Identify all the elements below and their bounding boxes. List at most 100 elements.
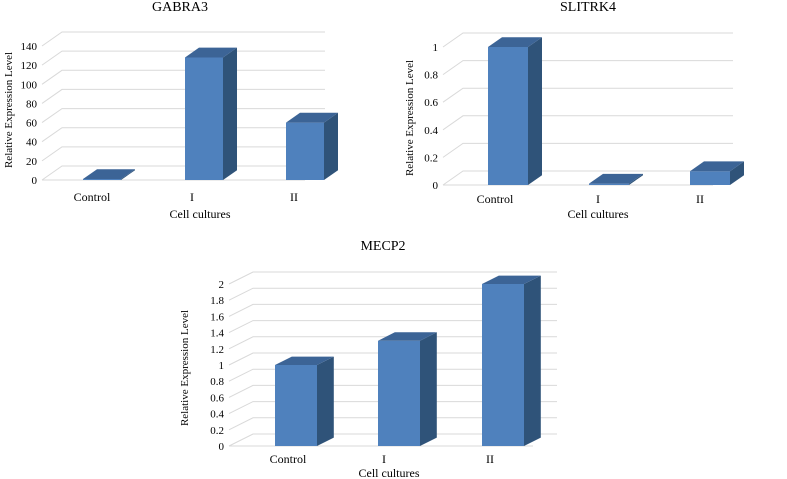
bar-top <box>83 169 135 180</box>
bar-top <box>589 173 643 184</box>
gridline <box>442 32 733 48</box>
y-tick-label: 1.8 <box>210 295 224 307</box>
y-axis-label: Relative Expression Level <box>3 52 15 168</box>
y-tick-label: 0.6 <box>210 392 224 404</box>
gridline <box>41 165 325 181</box>
x-tick-label: I <box>596 192 600 206</box>
bar-i <box>589 173 643 185</box>
y-tick-label: 100 <box>21 79 38 91</box>
bar-ii <box>690 161 744 185</box>
gridline <box>41 88 325 104</box>
y-tick-label: 120 <box>21 60 38 72</box>
bar-side <box>223 47 237 180</box>
bar-i <box>185 47 237 180</box>
y-tick-labels: 0 20 40 60 80 100 120 140 <box>21 41 38 187</box>
bar-side <box>730 161 744 185</box>
bar-control <box>83 169 135 180</box>
bar-i <box>378 332 437 446</box>
x-tick-label: II <box>696 192 704 206</box>
bar-front <box>378 340 420 446</box>
gridline <box>41 146 325 162</box>
x-axis-label: Cell cultures <box>568 207 629 221</box>
y-tick-labels: 0 0.2 0.4 0.6 0.8 1 <box>424 42 438 192</box>
x-tick-label: I <box>190 190 194 204</box>
y-tick-label: 1.2 <box>210 344 224 356</box>
gridline <box>228 303 557 317</box>
bar-side <box>324 112 338 180</box>
gridline <box>442 115 733 131</box>
bar-side <box>121 169 135 180</box>
bar-side <box>524 275 541 446</box>
gridline <box>41 31 325 47</box>
y-tick-label: 1.4 <box>210 328 224 340</box>
x-tick-label: Control <box>74 190 111 204</box>
bar-front <box>488 47 528 185</box>
bar-top <box>482 275 541 284</box>
bar-front <box>286 122 324 180</box>
y-tick-label: 80 <box>26 98 38 110</box>
bar-front <box>275 365 317 446</box>
y-tick-label: 60 <box>26 118 38 130</box>
bar-front <box>482 284 524 446</box>
bar-side <box>528 37 542 186</box>
bar-ii <box>482 275 541 446</box>
y-tick-label: 140 <box>21 41 38 53</box>
gridlines <box>442 32 733 186</box>
bar-top <box>488 37 542 47</box>
x-tick-labels: Control I II <box>270 452 494 466</box>
y-tick-label: 0.8 <box>210 376 224 388</box>
chart-title: GABRA3 <box>152 0 208 15</box>
gridlines <box>41 31 325 181</box>
y-axis-label: Relative Expression Level <box>179 310 191 426</box>
gridline <box>228 352 557 366</box>
bar-ii <box>286 112 338 180</box>
x-tick-label: Control <box>477 192 514 206</box>
y-tick-label: 20 <box>26 156 38 168</box>
gridline <box>228 384 557 398</box>
chart-mecp2: MECP2 Relative Expression Level Cell cul… <box>179 239 557 479</box>
gridline <box>228 336 557 350</box>
gridline <box>41 127 325 143</box>
bar-top <box>378 332 437 341</box>
gridline <box>228 320 557 334</box>
x-axis-label: Cell cultures <box>359 466 420 479</box>
y-tick-label: 40 <box>26 137 38 149</box>
y-tick-label: 0 <box>32 175 38 187</box>
bars <box>275 275 541 446</box>
y-tick-label: 0 <box>219 441 225 453</box>
y-tick-label: 1 <box>433 42 439 54</box>
y-axis-label: Relative Expression Level <box>404 60 416 176</box>
y-tick-label: 0.8 <box>424 70 438 82</box>
chart-title: SLITRK4 <box>560 0 616 15</box>
gridline <box>442 142 733 158</box>
bar-front <box>83 179 121 180</box>
bar-top <box>690 161 744 172</box>
gridline <box>228 368 557 382</box>
gridline <box>228 271 557 285</box>
gridline <box>228 433 557 447</box>
y-tick-label: 0.2 <box>210 425 224 437</box>
bar-side <box>317 356 334 446</box>
y-tick-label: 0.2 <box>424 152 438 164</box>
y-tick-label: 0 <box>433 180 439 192</box>
x-tick-labels: Control I II <box>74 190 298 204</box>
bar-front <box>589 183 629 185</box>
gridline <box>442 170 733 186</box>
x-tick-label: II <box>290 190 298 204</box>
bars <box>83 47 338 180</box>
bar-side <box>420 332 437 446</box>
y-tick-label: 0.6 <box>424 97 438 109</box>
y-tick-label: 0.4 <box>424 125 438 137</box>
bar-control <box>275 356 334 446</box>
gridline <box>442 60 733 76</box>
y-tick-label: 0.4 <box>210 409 224 421</box>
bar-front <box>690 171 730 185</box>
y-tick-label: 2 <box>219 279 225 291</box>
bar-top <box>185 47 237 58</box>
x-tick-label: I <box>382 452 386 466</box>
gridline <box>442 87 733 103</box>
bars <box>488 37 744 186</box>
y-tick-label: 1 <box>219 360 225 372</box>
x-axis-label: Cell cultures <box>170 207 231 221</box>
